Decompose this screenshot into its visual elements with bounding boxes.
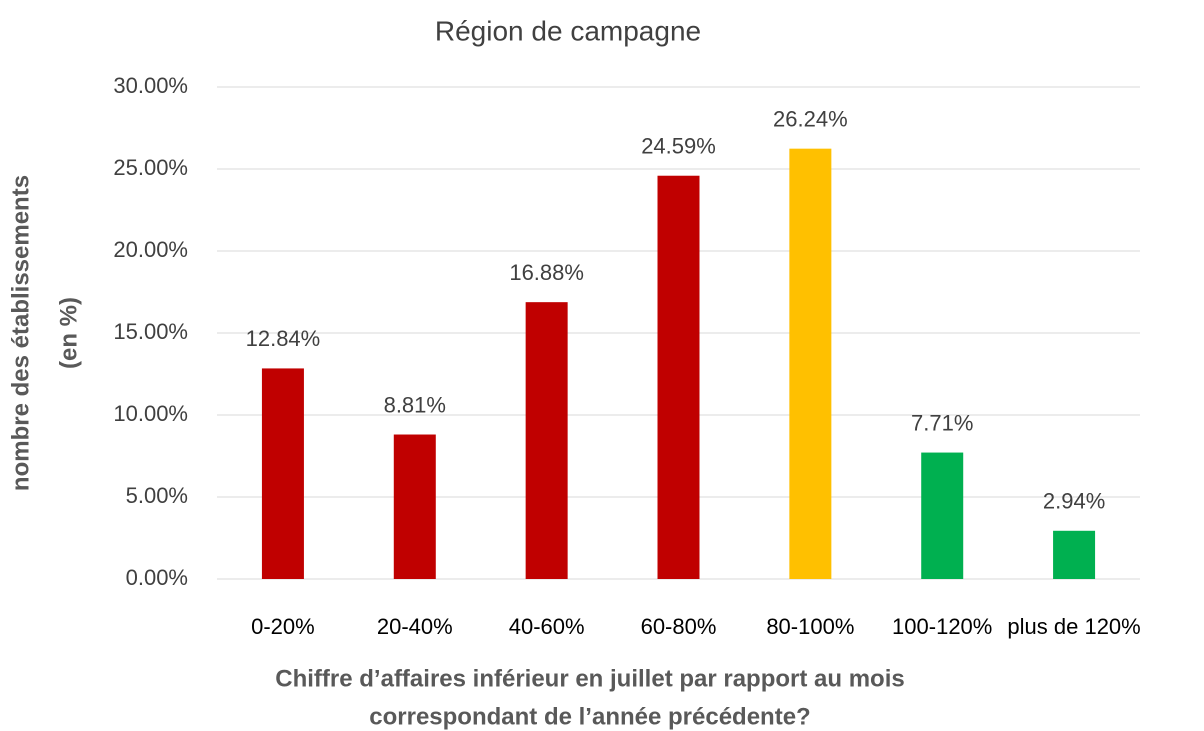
x-axis-label: correspondant de l’année précédente? (369, 703, 810, 730)
data-label: 26.24% (773, 106, 848, 131)
x-tick-label: 60-80% (641, 614, 717, 639)
bar (261, 368, 304, 579)
bar (393, 434, 436, 579)
data-label: 2.94% (1043, 489, 1105, 514)
y-axis-label: nombre des établissements (7, 175, 34, 491)
data-label: 16.88% (509, 260, 584, 285)
bar (789, 148, 832, 579)
chart-title: Région de campagne (435, 15, 701, 46)
x-tick-label: 100-120% (892, 614, 992, 639)
y-tick-label: 30.00% (113, 73, 188, 98)
data-label: 12.84% (246, 326, 321, 351)
y-axis-label: (en %) (55, 297, 82, 369)
data-label: 24.59% (641, 134, 716, 159)
y-tick-label: 20.00% (113, 237, 188, 262)
x-axis-label: Chiffre d’affaires inférieur en juillet … (275, 665, 904, 692)
bar (921, 452, 964, 579)
data-label: 7.71% (911, 410, 973, 435)
x-tick-label: plus de 120% (1007, 614, 1140, 639)
x-tick-label: 80-100% (766, 614, 854, 639)
y-tick-label: 25.00% (113, 155, 188, 180)
y-tick-label: 0.00% (126, 565, 188, 590)
y-tick-label: 5.00% (126, 483, 188, 508)
data-label: 8.81% (384, 392, 446, 417)
y-tick-label: 15.00% (113, 319, 188, 344)
x-tick-label: 40-60% (509, 614, 585, 639)
y-tick-label: 10.00% (113, 401, 188, 426)
x-tick-label: 20-40% (377, 614, 453, 639)
bar (1053, 530, 1096, 579)
x-tick-label: 0-20% (251, 614, 315, 639)
bar (657, 175, 700, 579)
bar (525, 302, 568, 579)
